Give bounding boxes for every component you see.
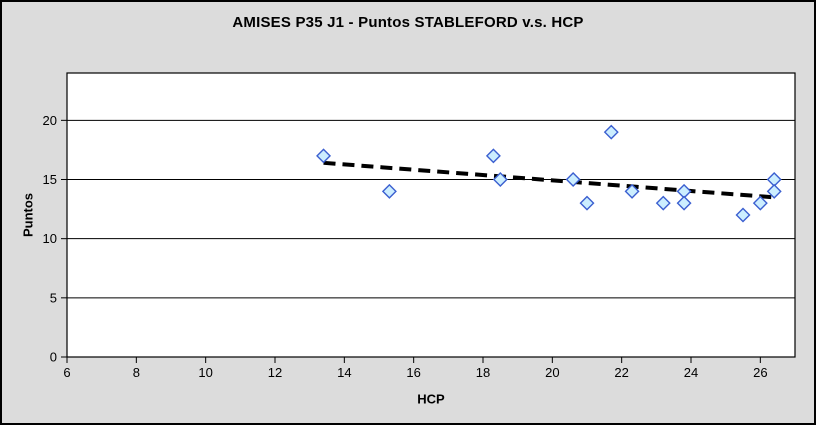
x-tick-label: 8 bbox=[133, 365, 140, 380]
x-tick-label: 14 bbox=[337, 365, 351, 380]
chart-title: AMISES P35 J1 - Puntos STABLEFORD v.s. H… bbox=[232, 14, 584, 31]
data-point-marker bbox=[492, 172, 508, 187]
x-tick-label: 20 bbox=[545, 365, 559, 380]
x-tick-label: 10 bbox=[198, 365, 212, 380]
data-point-marker bbox=[766, 183, 782, 199]
y-tick-label: 5 bbox=[50, 290, 57, 305]
data-point-marker bbox=[735, 207, 751, 223]
data-point-marker bbox=[381, 183, 397, 199]
y-tick-label: 15 bbox=[43, 172, 57, 187]
data-point-marker bbox=[565, 172, 581, 187]
x-tick-label: 26 bbox=[753, 365, 767, 380]
x-tick-label: 24 bbox=[684, 365, 698, 380]
data-point-marker bbox=[655, 195, 671, 211]
x-tick-label: 12 bbox=[268, 365, 282, 380]
y-tick-label: 20 bbox=[43, 113, 57, 128]
x-tick-label: 16 bbox=[406, 365, 420, 380]
data-point-marker bbox=[752, 195, 768, 211]
y-tick-label: 0 bbox=[50, 350, 57, 365]
data-point-marker bbox=[316, 148, 332, 164]
x-tick-label: 18 bbox=[476, 365, 490, 380]
data-point-marker bbox=[676, 195, 692, 211]
x-tick-label: 22 bbox=[614, 365, 628, 380]
x-axis-title: HCP bbox=[417, 391, 445, 407]
data-point-marker bbox=[579, 195, 595, 211]
data-point-marker bbox=[603, 124, 619, 140]
data-point-marker bbox=[624, 183, 640, 199]
y-tick-label: 10 bbox=[43, 231, 57, 246]
data-point-marker bbox=[485, 148, 501, 164]
plot-area bbox=[66, 72, 796, 358]
x-tick-label: 6 bbox=[63, 365, 70, 380]
